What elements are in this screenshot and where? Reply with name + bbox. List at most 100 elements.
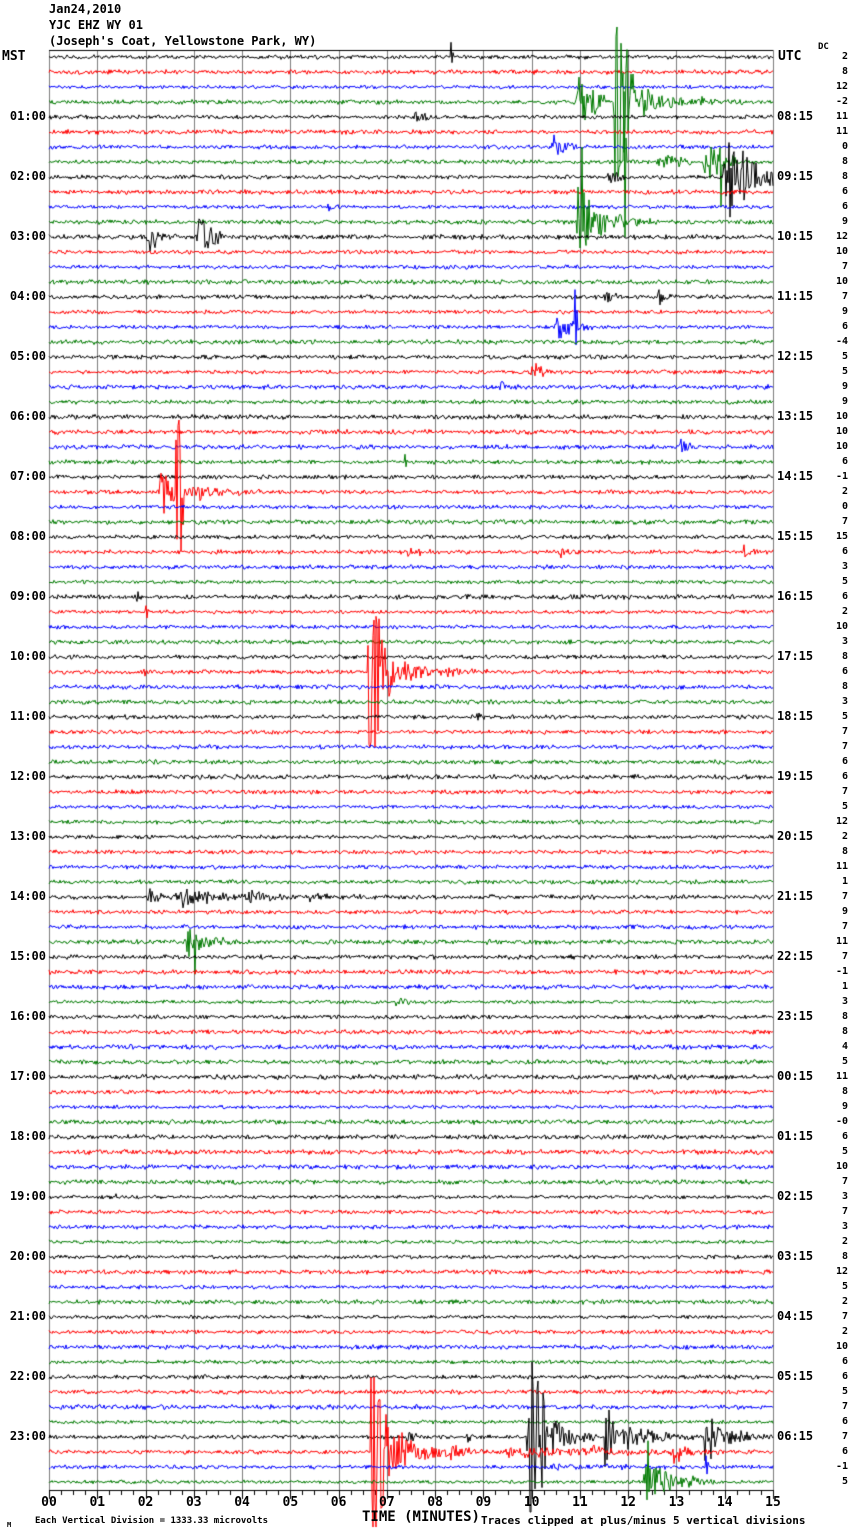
- mst-hour-label: 09:00: [9, 589, 46, 603]
- dc-offset-value: -2: [835, 96, 848, 107]
- dc-offset-value: 7: [841, 786, 848, 797]
- dc-offset-value: 7: [841, 1401, 848, 1412]
- x-axis-tick-label: 10: [523, 1495, 540, 1510]
- dc-offset-value: 5: [841, 1056, 848, 1067]
- dc-offset-value: 6: [841, 546, 848, 557]
- dc-offset-value: 10: [835, 246, 848, 257]
- utc-hour-label: 22:15: [777, 949, 814, 963]
- dc-offset-value: 15: [835, 531, 848, 542]
- utc-hour-label: 20:15: [777, 829, 814, 843]
- dc-offset-value: 10: [835, 276, 848, 287]
- mst-hour-label: 11:00: [9, 709, 46, 723]
- dc-offset-value: 1: [841, 876, 848, 887]
- x-axis-tick-label: 00: [41, 1495, 57, 1510]
- dc-offset-value: 3: [841, 1221, 848, 1232]
- x-axis-tick-label: 02: [137, 1495, 154, 1510]
- dc-offset-value: 7: [841, 1311, 848, 1322]
- dc-offset-value: 12: [835, 816, 848, 827]
- dc-offset-value: 3: [841, 636, 848, 647]
- dc-offset-value: 9: [841, 216, 848, 227]
- dc-offset-value: 7: [841, 1431, 848, 1442]
- mst-hour-label: 10:00: [9, 649, 46, 663]
- dc-offset-value: 8: [841, 846, 848, 857]
- x-axis-tick-label: 15: [765, 1495, 781, 1510]
- x-axis-tick-label: 04: [234, 1495, 250, 1510]
- dc-offset-value: 8: [841, 156, 848, 167]
- dc-offset-value: 9: [841, 381, 848, 392]
- mst-hour-label: 21:00: [9, 1309, 46, 1323]
- dc-offset-value: 6: [841, 186, 848, 197]
- right-axis-timezone-label: UTC: [778, 49, 802, 64]
- dc-offset-value: 7: [841, 921, 848, 932]
- x-axis-tick-label: 05: [282, 1495, 299, 1510]
- x-axis-tick-label: 11: [572, 1495, 588, 1510]
- dc-offset-value: 7: [841, 741, 848, 752]
- utc-hour-label: 00:15: [777, 1069, 814, 1083]
- dc-offset-value: 1: [841, 981, 848, 992]
- x-axis-tick-label: 08: [427, 1495, 443, 1510]
- x-axis-tick-label: 06: [330, 1495, 347, 1510]
- dc-offset-value: 7: [841, 516, 848, 527]
- dc-offset-value: 4: [841, 1041, 848, 1052]
- dc-offset-value: 12: [835, 81, 848, 92]
- dc-offset-value: 8: [841, 1011, 848, 1022]
- dc-offset-value: 11: [835, 861, 848, 872]
- mst-hour-label: 01:00: [9, 109, 46, 123]
- utc-hour-label: 04:15: [777, 1309, 814, 1323]
- footer-corner-glyph: M: [7, 1521, 12, 1529]
- mst-hour-label: 04:00: [9, 289, 46, 303]
- mst-hour-label: 12:00: [9, 769, 46, 783]
- mst-hour-label: 23:00: [9, 1429, 46, 1443]
- mst-hour-label: 17:00: [9, 1069, 46, 1083]
- dc-offset-value: 6: [841, 1446, 848, 1457]
- dc-offset-value: 0: [841, 501, 848, 512]
- dc-offset-column-label: DC: [818, 42, 829, 52]
- dc-offset-value: 8: [841, 681, 848, 692]
- dc-offset-value: 2: [841, 1236, 848, 1247]
- x-axis-title: TIME (MINUTES): [361, 1509, 480, 1525]
- dc-offset-value: 7: [841, 891, 848, 902]
- dc-offset-value: 8: [841, 1026, 848, 1037]
- x-axis-tick-label: 13: [668, 1495, 685, 1510]
- dc-offset-value: 8: [841, 171, 848, 182]
- utc-hour-label: 16:15: [777, 589, 814, 603]
- dc-offset-value: 5: [841, 711, 848, 722]
- mst-hour-label: 16:00: [9, 1009, 46, 1023]
- utc-hour-label: 21:15: [777, 889, 814, 903]
- dc-offset-value: 9: [841, 396, 848, 407]
- dc-offset-value: 8: [841, 651, 848, 662]
- dc-offset-value: 3: [841, 696, 848, 707]
- dc-offset-value: 10: [835, 621, 848, 632]
- dc-offset-value: 2: [841, 1326, 848, 1337]
- x-axis-tick-label: 09: [475, 1495, 492, 1510]
- dc-offset-value: 6: [841, 1131, 848, 1142]
- mst-hour-label: 08:00: [9, 529, 46, 543]
- dc-offset-value: 8: [841, 66, 848, 77]
- dc-offset-value: 2: [841, 1296, 848, 1307]
- dc-offset-value: -0: [835, 1116, 848, 1127]
- dc-offset-value: 6: [841, 591, 848, 602]
- utc-hour-label: 03:15: [777, 1249, 814, 1263]
- dc-offset-value: 7: [841, 261, 848, 272]
- dc-offset-value: 5: [841, 351, 848, 362]
- mst-hour-label: 13:00: [9, 829, 46, 843]
- dc-offset-value: 12: [835, 231, 848, 242]
- dc-offset-value: 5: [841, 1386, 848, 1397]
- utc-hour-label: 17:15: [777, 649, 814, 663]
- dc-offset-value: 5: [841, 801, 848, 812]
- mst-hour-label: 22:00: [9, 1369, 46, 1383]
- dc-offset-value: 12: [835, 1266, 848, 1277]
- dc-offset-value: 5: [841, 1476, 848, 1487]
- dc-offset-value: 7: [841, 1206, 848, 1217]
- mst-hour-label: 05:00: [9, 349, 46, 363]
- x-axis-tick-label: 07: [379, 1495, 395, 1510]
- dc-offset-value: -4: [835, 336, 848, 347]
- dc-offset-value: 6: [841, 456, 848, 467]
- dc-offset-value: 6: [841, 1356, 848, 1367]
- utc-hour-label: 02:15: [777, 1189, 814, 1203]
- utc-hour-label: 18:15: [777, 709, 814, 723]
- footer-clip-note: Traces clipped at plus/minus 5 vertical …: [481, 1514, 806, 1527]
- dc-offset-value: 3: [841, 561, 848, 572]
- left-axis-timezone-label: MST: [2, 49, 26, 64]
